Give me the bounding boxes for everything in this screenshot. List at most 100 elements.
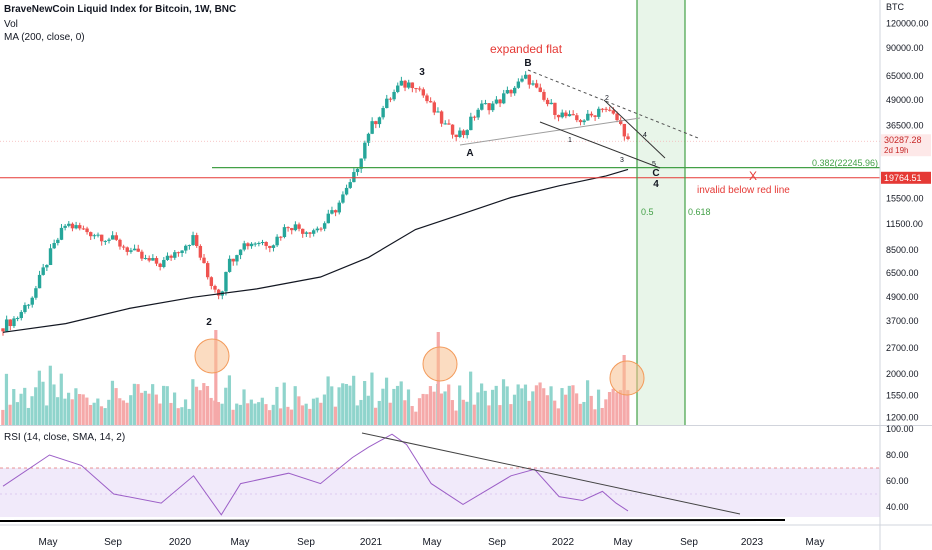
candle-body — [425, 95, 429, 102]
candle-body — [494, 99, 499, 104]
candle-body — [355, 168, 360, 173]
candle-body — [132, 248, 137, 251]
volume-bar — [96, 398, 100, 425]
candle-body — [531, 83, 535, 85]
candle-body — [290, 228, 294, 231]
candle-body — [151, 258, 155, 261]
volume-bar — [165, 386, 169, 425]
candle-body — [505, 90, 510, 94]
volume-bar — [216, 402, 221, 425]
volume-bar — [300, 405, 305, 425]
rsi-support-line — [0, 519, 786, 522]
rsi-tick-label: 100.00 — [886, 424, 914, 434]
candle-body — [257, 243, 261, 245]
candle-body — [428, 101, 433, 103]
candle-body — [96, 234, 100, 236]
volume-bar — [41, 381, 45, 425]
rsi-trendline — [361, 432, 741, 515]
candle-body — [209, 277, 214, 286]
candle-body — [330, 210, 334, 214]
volume-bar — [19, 393, 23, 425]
price-tick-label: 4900.00 — [886, 292, 919, 302]
candle-body — [556, 114, 561, 118]
wave-label-4-minor: 4 — [643, 132, 647, 139]
volume-bar — [395, 385, 400, 425]
volume-bar — [384, 377, 389, 425]
candle-body — [89, 232, 93, 237]
candle-body — [173, 252, 177, 258]
candle-body — [410, 82, 415, 89]
candle-body — [213, 285, 217, 290]
candle-body — [238, 249, 243, 256]
candle-body — [626, 136, 630, 139]
volume-bar — [180, 407, 184, 425]
candle-body — [136, 248, 140, 252]
candle-body — [59, 227, 64, 240]
candle-body — [542, 91, 546, 100]
candle-body — [465, 130, 469, 136]
volume-bar — [406, 389, 411, 425]
price-tick-label: 1550.00 — [886, 391, 919, 401]
candle-body — [301, 228, 305, 234]
candle-body — [264, 242, 268, 246]
wave-label-3-major: 3 — [419, 67, 425, 78]
volume-bar — [52, 384, 56, 425]
wedge-lower-line — [539, 121, 661, 169]
volume-bar — [352, 375, 356, 425]
volume-bar — [260, 397, 264, 425]
time-axis-label: 2021 — [360, 537, 383, 548]
candle-body — [99, 234, 104, 242]
volume-bar — [23, 387, 27, 425]
candle-body — [147, 258, 151, 261]
volume-bar — [348, 385, 352, 425]
price-tick-label: 36500.00 — [886, 120, 924, 130]
volume-bar — [92, 402, 96, 425]
candle-body — [107, 239, 111, 241]
candle-body — [421, 89, 426, 96]
volume-bar — [118, 398, 122, 425]
volume-bar — [392, 388, 396, 425]
candle-body — [268, 245, 272, 248]
candle-body — [545, 99, 550, 105]
candle-body — [509, 90, 513, 94]
volume-bar — [110, 380, 115, 425]
volume-bar — [333, 406, 338, 425]
candle-body — [567, 114, 572, 117]
volume-bar — [158, 403, 162, 425]
volume-bar — [607, 392, 612, 425]
volume-bar — [231, 409, 235, 425]
candle-body — [191, 235, 195, 246]
volume-bar — [509, 404, 513, 425]
candle-body — [461, 130, 466, 136]
wave-label-1-minor: 1 — [568, 137, 572, 144]
rsi-indicator-label: RSI (14, close, SMA, 14, 2) — [4, 432, 126, 443]
candle-body — [184, 245, 188, 251]
volume-bar — [501, 379, 506, 425]
volume-bar — [483, 390, 487, 425]
volume-bar — [545, 395, 549, 425]
volume-bar — [45, 405, 49, 425]
candle-body — [476, 109, 480, 118]
candle-body — [575, 115, 579, 121]
volume-bar — [121, 400, 126, 425]
candle-body — [597, 108, 601, 117]
volume-bar — [626, 390, 630, 425]
volume-bar — [246, 403, 250, 425]
rsi-tick-label: 60.00 — [886, 476, 909, 486]
candle-body — [140, 251, 144, 259]
volume-bar — [140, 392, 144, 425]
moving-average-label: MA (200, close, 0) — [4, 32, 85, 43]
volume-bar — [564, 394, 568, 425]
moving-average-200-line — [2, 168, 629, 333]
volume-bar — [341, 383, 345, 425]
volume-bar — [125, 402, 129, 425]
candle-body — [4, 319, 9, 332]
time-axis-label: Sep — [104, 537, 122, 548]
time-axis-label: 2020 — [169, 537, 192, 548]
candle-body — [516, 81, 521, 88]
volume-bar — [417, 398, 422, 425]
volume-bar — [534, 385, 539, 425]
fib-0382-label: 0.382(22245.96) — [812, 158, 878, 168]
candle-body — [352, 172, 356, 183]
volume-bar — [330, 386, 334, 425]
